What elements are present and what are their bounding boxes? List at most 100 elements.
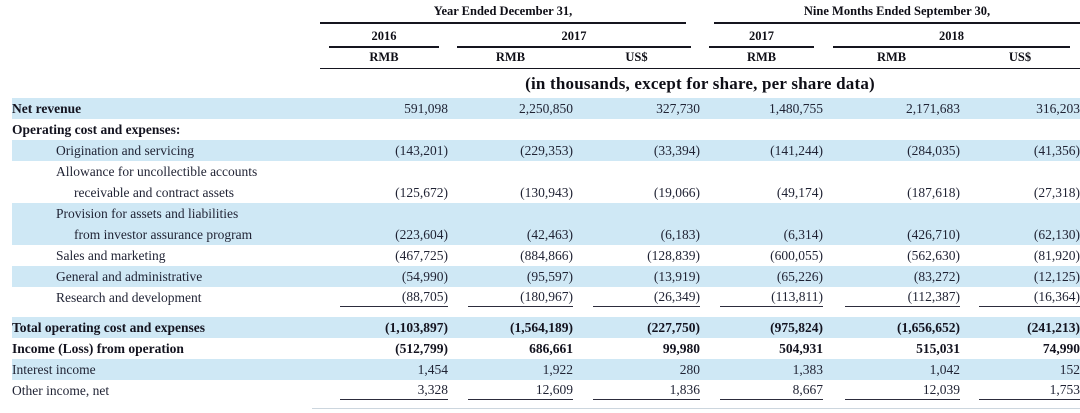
value-cell: 686,661	[529, 340, 573, 356]
value-cell: (223,604)	[395, 226, 448, 242]
value: (26,349)	[593, 289, 701, 307]
value-cell: 1,753	[960, 380, 1080, 401]
period-group-nine-months: Nine Months Ended September 30,	[700, 2, 1080, 24]
currency-header: RMB	[448, 48, 573, 69]
row-label: Operating cost and expenses:	[12, 121, 181, 137]
financial-table: Year Ended December 31, Nine Months Ende…	[12, 2, 1080, 401]
value: 1,836	[593, 382, 701, 400]
value-cell: (16,364)	[960, 287, 1080, 308]
value: (16,364)	[979, 289, 1080, 307]
value-cell: (229,353)	[520, 142, 573, 158]
value-cell: (1,564,189)	[510, 319, 573, 335]
row-allowance-line2: receivable and contract assets (125,672)…	[12, 182, 1080, 203]
row-total-operating-cost: Total operating cost and expenses (1,103…	[12, 317, 1080, 338]
row-income-loss-from-operation: Income (Loss) from operation (512,799) 6…	[12, 338, 1080, 359]
row-allowance-line1: Allowance for uncollectible accounts	[12, 161, 1080, 182]
period-group-year-ended: Year Ended December 31,	[320, 2, 700, 24]
value-cell: (130,943)	[520, 184, 573, 200]
value-cell: (19,066)	[653, 184, 701, 200]
value-cell: (975,824)	[770, 319, 824, 335]
value: (113,811)	[719, 289, 824, 307]
value: 8,667	[719, 382, 824, 400]
year-header-2018: 2018	[823, 24, 1080, 48]
value-cell: (88,705)	[320, 287, 448, 308]
value-cell: 1,383	[792, 361, 824, 377]
row-general-administrative: General and administrative (54,990) (95,…	[12, 266, 1080, 287]
value: (112,387)	[844, 289, 961, 307]
value-cell: (600,055)	[770, 247, 824, 263]
value-cell: 280	[679, 361, 701, 377]
value-cell: 1,480,755	[769, 100, 824, 116]
value-cell: (26,349)	[573, 287, 701, 308]
value-cell: 327,730	[656, 100, 701, 116]
row-label: Other income, net	[12, 382, 110, 398]
value-cell: 99,980	[662, 340, 701, 356]
value-cell: (65,226)	[776, 268, 824, 284]
value-cell: 8,667	[700, 380, 824, 401]
empty-cell	[12, 69, 320, 99]
value-cell: (562,630)	[907, 247, 961, 263]
row-operating-cost-header: Operating cost and expenses:	[12, 119, 1080, 140]
year-header-2017-ninemonths: 2017	[700, 24, 823, 48]
value-cell: (180,967)	[448, 287, 573, 308]
value-cell: (54,990)	[401, 268, 448, 284]
currency-header: RMB	[823, 48, 961, 69]
value-cell: (426,710)	[907, 226, 961, 242]
value-cell: (27,318)	[1033, 184, 1080, 200]
row-label: General and administrative	[56, 268, 203, 284]
row-provision-line2: from investor assurance program (223,604…	[12, 224, 1080, 245]
value-cell: (49,174)	[776, 184, 824, 200]
row-label: Total operating cost and expenses	[12, 319, 206, 335]
value-cell: 12,039	[823, 380, 961, 401]
value-cell: (41,356)	[1033, 142, 1080, 158]
currency-header: US$	[960, 48, 1080, 69]
row-provision-line1: Provision for assets and liabilities	[12, 203, 1080, 224]
value-cell: (6,183)	[660, 226, 701, 242]
value-cell: 1,454	[417, 361, 448, 377]
value: (88,705)	[340, 289, 448, 307]
value-cell: (187,618)	[907, 184, 961, 200]
value-cell: (512,799)	[395, 340, 448, 356]
value-cell: (1,103,897)	[385, 319, 448, 335]
row-label: Research and development	[56, 289, 202, 305]
value: 1,753	[979, 382, 1080, 400]
row-research-development: Research and development (88,705) (180,9…	[12, 287, 1080, 308]
value-cell: (12,125)	[1033, 268, 1080, 284]
value-cell: (143,201)	[395, 142, 448, 158]
value-cell: 1,922	[542, 361, 573, 377]
value-cell: (6,314)	[783, 226, 824, 242]
empty-cell	[12, 48, 320, 69]
value-cell: 152	[1059, 361, 1080, 377]
row-label: Net revenue	[12, 100, 82, 116]
value-cell: 1,836	[573, 380, 701, 401]
year-header-2016: 2016	[320, 24, 448, 48]
value-cell: 1,042	[929, 361, 961, 377]
value-cell: (83,272)	[913, 268, 961, 284]
row-sales-marketing: Sales and marketing (467,725) (884,866) …	[12, 245, 1080, 266]
row-origination-servicing: Origination and servicing (143,201) (229…	[12, 140, 1080, 161]
scan-artifact-line	[312, 408, 1080, 409]
row-label: Origination and servicing	[56, 142, 194, 158]
row-label: Sales and marketing	[56, 247, 166, 263]
value-cell: 3,328	[320, 380, 448, 401]
year-header-2017-annual: 2017	[448, 24, 700, 48]
value-cell: 2,171,683	[906, 100, 961, 116]
row-net-revenue: Net revenue 591,098 2,250,850 327,730 1,…	[12, 98, 1080, 119]
value-cell: (128,839)	[647, 247, 701, 263]
units-note: (in thousands, except for share, per sha…	[525, 74, 875, 93]
value-cell: 2,250,850	[519, 100, 573, 116]
row-label: Interest income	[12, 361, 96, 377]
period-group-row: Year Ended December 31, Nine Months Ende…	[12, 2, 1080, 24]
year-label: 2017	[708, 29, 815, 48]
value-cell: (95,597)	[526, 268, 573, 284]
period-group-label: Year Ended December 31,	[320, 2, 687, 24]
value-cell: (1,656,652)	[897, 319, 961, 335]
spacer-row	[12, 308, 1080, 317]
year-label: 2018	[833, 29, 1070, 48]
year-label: 2016	[328, 29, 440, 48]
value-cell: 74,990	[1042, 340, 1080, 356]
period-group-label: Nine Months Ended September 30,	[714, 2, 1080, 24]
value-cell: (42,463)	[526, 226, 573, 242]
value-cell: 12,609	[448, 380, 573, 401]
value-cell: (141,244)	[770, 142, 824, 158]
